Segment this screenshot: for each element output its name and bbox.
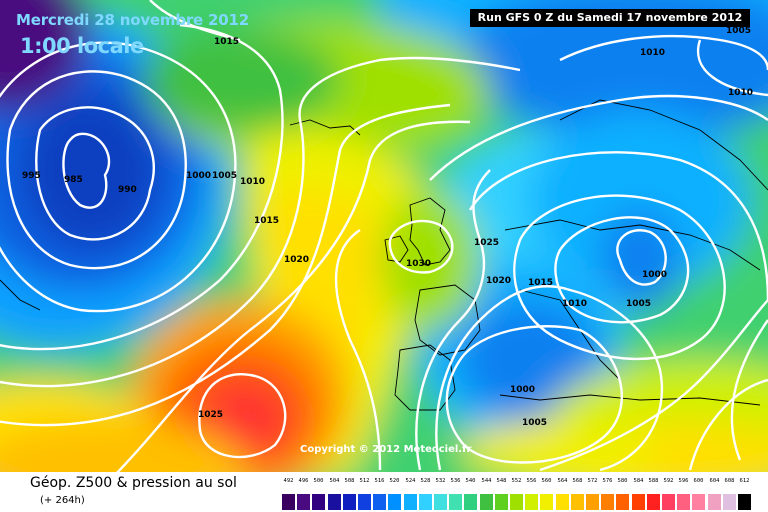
legend-color-swatch [434, 494, 447, 510]
map-title: Géop. Z500 & pression au sol [30, 475, 237, 491]
legend-color-swatch [632, 494, 645, 510]
legend-value-label: 608 [724, 478, 735, 484]
legend-value-label: 592 [663, 478, 674, 484]
legend-value-label: 508 [344, 478, 355, 484]
legend-value-label: 572 [587, 478, 598, 484]
legend-value-label: 568 [572, 478, 583, 484]
legend-color-swatch [480, 494, 493, 510]
legend-value-label: 500 [313, 478, 324, 484]
legend-color-swatch [525, 494, 538, 510]
legend-color-swatch [616, 494, 629, 510]
legend-value-label: 516 [374, 478, 385, 484]
legend-value-label: 492 [283, 478, 294, 484]
isobar-label: 1010 [640, 48, 665, 58]
isobar-label: 1015 [214, 37, 239, 47]
isobar-label: 1025 [198, 410, 223, 420]
forecast-date: Mercredi 28 novembre 2012 [16, 11, 250, 29]
legend-value-label: 512 [359, 478, 370, 484]
footer-bar: Géop. Z500 & pression au sol (+ 264h) 49… [0, 472, 768, 512]
color-legend: 492 496 500 504 508 512 516 520 524 528 532 536 540 5… [282, 472, 752, 510]
legend-color-swatch [449, 494, 462, 510]
forecast-range: (+ 264h) [40, 495, 85, 506]
legend-value-label: 564 [557, 478, 568, 484]
legend-color-swatch [464, 494, 477, 510]
isobar-label: 1015 [254, 216, 279, 226]
legend-color-swatch [556, 494, 569, 510]
legend-color-swatch [388, 494, 401, 510]
isobar-label: 995 [22, 171, 41, 181]
isobar-label: 1005 [212, 171, 237, 181]
legend-value-label: 576 [602, 478, 613, 484]
legend-color-swatch [297, 494, 310, 510]
isobar-label: 1020 [284, 255, 309, 265]
legend-color-swatch [358, 494, 371, 510]
isobar-label: 1015 [528, 278, 553, 288]
isobar-label-layer: 1015 1010 995 985 990 1000 1005 1010 101… [22, 26, 753, 428]
legend-color-swatch [282, 494, 295, 510]
legend-value-label: 532 [435, 478, 446, 484]
legend-color-swatch [692, 494, 705, 510]
legend-color-swatch [495, 494, 508, 510]
legend-value-label: 560 [541, 478, 552, 484]
legend-color-swatch [708, 494, 721, 510]
legend-color-swatch [328, 494, 341, 510]
legend-color-swatch [601, 494, 614, 510]
legend-value-label: 588 [648, 478, 659, 484]
isobar-label: 1005 [626, 299, 651, 309]
weather-map: 1015 1010 995 985 990 1000 1005 1010 101… [0, 0, 768, 472]
legend-color-swatch [343, 494, 356, 510]
isobar-label: 1005 [522, 418, 547, 428]
legend-value-label: 496 [298, 478, 309, 484]
isobars [0, 0, 768, 472]
coastlines [0, 99, 768, 411]
isobar-label: 985 [64, 175, 83, 185]
legend-color-swatch [540, 494, 553, 510]
isobar-label: 1000 [510, 385, 535, 395]
legend-value-label: 548 [496, 478, 507, 484]
legend-value-label: 556 [526, 478, 537, 484]
legend-color-swatch [419, 494, 432, 510]
legend-value-label: 596 [678, 478, 689, 484]
isobar-label: 1025 [474, 238, 499, 248]
copyright-notice: Copyright © 2012 Meteociel.fr [300, 444, 472, 455]
isobar-label: 1000 [186, 171, 211, 181]
legend-value-label: 524 [405, 478, 416, 484]
legend-value-label: 528 [420, 478, 431, 484]
legend-color-swatch [404, 494, 417, 510]
legend-value-label: 612 [739, 478, 750, 484]
legend-value-label: 584 [633, 478, 644, 484]
legend-value-label: 504 [329, 478, 340, 484]
legend-color-swatch [312, 494, 325, 510]
isobar-label: 990 [118, 185, 137, 195]
legend-color-swatch [647, 494, 660, 510]
legend-color-swatch [723, 494, 736, 510]
legend-value-label: 540 [465, 478, 476, 484]
legend-value-label: 604 [709, 478, 720, 484]
legend-value-label: 544 [481, 478, 492, 484]
isobar-label: 1010 [240, 177, 265, 187]
isobar-label: 1010 [728, 88, 753, 98]
legend-color-swatch [738, 494, 751, 510]
legend-color-swatch [677, 494, 690, 510]
isobar-label: 1005 [726, 26, 751, 36]
isobar-label: 1000 [642, 270, 667, 280]
legend-color-swatch [373, 494, 386, 510]
legend-value-label: 520 [389, 478, 400, 484]
isobar-label: 1030 [406, 259, 431, 269]
legend-color-swatch [510, 494, 523, 510]
legend-value-label: 600 [693, 478, 704, 484]
legend-value-label: 536 [450, 478, 461, 484]
legend-value-label: 580 [617, 478, 628, 484]
isobar-label: 1010 [562, 299, 587, 309]
legend-color-swatch [662, 494, 675, 510]
z500-field-map: 1015 1010 995 985 990 1000 1005 1010 101… [0, 0, 768, 472]
isobar-label: 1020 [486, 276, 511, 286]
model-run-info: Run GFS 0 Z du Samedi 17 novembre 2012 [470, 9, 750, 27]
legend-color-swatch [586, 494, 599, 510]
legend-value-label: 552 [511, 478, 522, 484]
legend-color-swatch [571, 494, 584, 510]
forecast-time: 1:00 locale [20, 34, 144, 58]
